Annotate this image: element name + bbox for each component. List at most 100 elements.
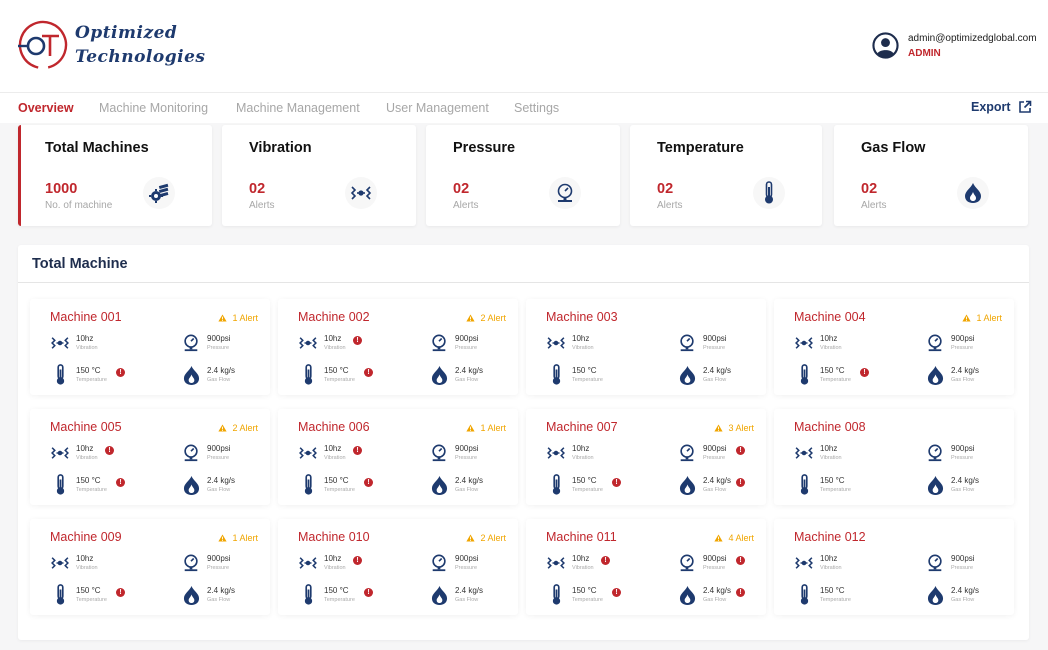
metric-label: Temperature	[820, 377, 851, 383]
stat-card-gas-flow[interactable]: Gas Flow 02 Alerts	[834, 125, 1028, 226]
total-machine-panel: Total Machine Machine 001 1 Alert 10	[18, 245, 1029, 640]
metric-label: Pressure	[703, 565, 726, 571]
machine-card-012[interactable]: Machine 012 10hz Vibration	[774, 519, 1014, 615]
stat-card-total-machines[interactable]: Total Machines 1000 No. of machine	[18, 125, 212, 226]
metric-label: Pressure	[951, 565, 974, 571]
thermometer-icon	[298, 584, 318, 605]
metric-label: Temperature	[76, 377, 107, 383]
metric-temperature: 150 °C Temperature	[794, 584, 851, 605]
machine-card-005[interactable]: Machine 005 2 Alert 10hz Vibration	[30, 409, 270, 505]
stat-card-vibration[interactable]: Vibration 02 Alerts	[222, 125, 416, 226]
metric-gas-flow: 2.4 kg/s Gas Flow	[181, 585, 235, 605]
machine-card-006[interactable]: Machine 006 1 Alert 10hz Vibration	[278, 409, 518, 505]
machine-name: Machine 001	[50, 310, 122, 324]
machine-card-007[interactable]: Machine 007 3 Alert 10hz Vibration	[526, 409, 766, 505]
gauge-icon	[925, 333, 945, 353]
stat-title: Pressure	[453, 140, 516, 156]
gauge-icon	[429, 443, 449, 463]
machine-card-004[interactable]: Machine 004 1 Alert 10hz Vibration	[774, 299, 1014, 395]
metric-vibration: 10hz Vibration	[50, 553, 98, 573]
vibration-icon	[546, 333, 566, 353]
tab-machine-monitoring[interactable]: Machine Monitoring	[99, 101, 209, 115]
metric-value: 150 °C	[572, 586, 597, 595]
machine-card-001[interactable]: Machine 001 1 Alert 10hz Vibration	[30, 299, 270, 395]
machine-card-002[interactable]: Machine 002 2 Alert 10hz Vibration	[278, 299, 518, 395]
export-button[interactable]: Export	[971, 100, 1032, 114]
temperature-alert-dot: !	[860, 368, 869, 377]
metric-label: Pressure	[207, 455, 230, 461]
metric-label: Gas Flow	[207, 597, 231, 603]
vibration-alert-dot: !	[601, 556, 610, 565]
metric-value: 2.4 kg/s	[951, 366, 980, 375]
metric-value: 2.4 kg/s	[455, 476, 484, 485]
metric-label: Pressure	[455, 455, 478, 461]
metric-label: Gas Flow	[455, 487, 479, 493]
user-menu[interactable]: admin@optimizedglobal.com ADMIN	[872, 32, 1037, 59]
metric-value: 900psi	[951, 444, 975, 453]
external-link-icon	[1018, 100, 1031, 113]
metric-value: 900psi	[455, 334, 479, 343]
machine-alert-badge: 2 Alert	[218, 423, 258, 433]
machine-name: Machine 011	[546, 530, 617, 544]
thermometer-icon	[794, 364, 814, 385]
panel-divider	[18, 282, 1029, 283]
metric-pressure: 900psi Pressure	[181, 443, 231, 463]
machine-alert-text: 1 Alert	[976, 313, 1002, 323]
stat-title: Gas Flow	[861, 140, 926, 156]
warning-icon	[218, 424, 228, 432]
user-circle-icon	[872, 32, 899, 59]
metric-value: 150 °C	[820, 366, 845, 375]
metric-vibration: 10hz Vibration	[298, 333, 346, 353]
gas-flame-icon	[925, 365, 945, 385]
stat-value: 02	[453, 181, 470, 197]
metric-label: Gas Flow	[703, 597, 727, 603]
warning-icon	[714, 534, 724, 542]
metric-label: Vibration	[820, 455, 842, 461]
machine-card-009[interactable]: Machine 009 1 Alert 10hz Vibration	[30, 519, 270, 615]
machine-card-011[interactable]: Machine 011 4 Alert 10hz Vibration	[526, 519, 766, 615]
temperature-alert-dot: !	[364, 588, 373, 597]
metric-vibration: 10hz Vibration	[546, 553, 594, 573]
tab-settings[interactable]: Settings	[514, 101, 560, 115]
metric-value: 10hz	[572, 334, 590, 343]
stat-card-pressure[interactable]: Pressure 02 Alerts	[426, 125, 620, 226]
metric-pressure: 900psi Pressure	[925, 333, 975, 353]
metric-label: Vibration	[572, 565, 594, 571]
metric-label: Vibration	[572, 345, 594, 351]
tab-overview[interactable]: Overview	[18, 101, 74, 115]
machine-card-003[interactable]: Machine 003 10hz Vibration	[526, 299, 766, 395]
machine-name: Machine 005	[50, 420, 122, 434]
brand-logo[interactable]: Optimized Technologies	[17, 19, 205, 71]
main-nav: Overview Machine Monitoring Machine Mana…	[0, 93, 1048, 123]
temperature-alert-dot: !	[612, 478, 621, 487]
vibration-icon	[794, 333, 814, 353]
stat-card-temperature[interactable]: Temperature 02 Alerts	[630, 125, 822, 226]
metric-label: Temperature	[324, 597, 355, 603]
metric-label: Vibration	[572, 455, 594, 461]
gauge-icon	[677, 333, 697, 353]
machine-name: Machine 009	[50, 530, 122, 544]
thermometer-icon	[753, 177, 785, 209]
metric-label: Gas Flow	[951, 377, 975, 383]
tab-machine-management[interactable]: Machine Management	[236, 101, 360, 115]
warning-icon	[218, 534, 228, 542]
machine-card-010[interactable]: Machine 010 2 Alert 10hz Vibration	[278, 519, 518, 615]
warning-icon	[962, 314, 972, 322]
metric-value: 900psi	[207, 444, 231, 453]
warning-icon	[466, 534, 476, 542]
metric-label: Pressure	[703, 455, 726, 461]
vibration-alert-dot: !	[105, 446, 114, 455]
metric-value: 2.4 kg/s	[703, 476, 732, 485]
brand-name-line1: Optimized	[75, 23, 178, 43]
metric-value: 2.4 kg/s	[207, 366, 236, 375]
tab-user-management[interactable]: User Management	[386, 101, 489, 115]
metric-temperature: 150 °C Temperature	[794, 474, 851, 495]
temperature-alert-dot: !	[116, 368, 125, 377]
machine-card-008[interactable]: Machine 008 10hz Vibration	[774, 409, 1014, 505]
stat-value: 1000	[45, 181, 78, 197]
machine-alert-badge: 2 Alert	[466, 313, 506, 323]
gas-flame-icon	[429, 475, 449, 495]
metric-label: Temperature	[572, 377, 603, 383]
gas-flame-icon	[677, 475, 697, 495]
brand-name: Optimized Technologies	[75, 21, 205, 69]
